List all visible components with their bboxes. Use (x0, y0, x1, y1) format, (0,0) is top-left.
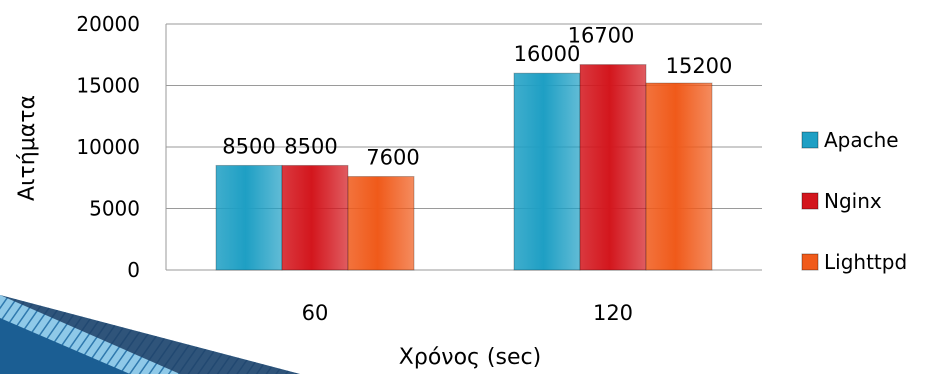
y-tick-label: 15000 (76, 74, 140, 98)
y-tick-label: 20000 (76, 12, 140, 36)
data-label: 16700 (568, 24, 635, 48)
x-tick-label: 120 (593, 301, 633, 325)
bar-lighttpd-120 (645, 82, 713, 271)
data-label: 16000 (514, 42, 581, 66)
bars (215, 64, 713, 271)
bar-lighttpd-60 (347, 176, 415, 271)
bar-nginx-120 (579, 64, 647, 271)
legend-swatch-apache (801, 131, 819, 149)
x-tick-label: 60 (302, 301, 329, 325)
y-tick-label: 10000 (76, 135, 140, 159)
data-label: 15200 (666, 54, 733, 78)
legend-label: Apache (824, 128, 899, 152)
legend: Apache Nginx Lighttpd (801, 128, 907, 274)
data-label: 8500 (284, 134, 337, 158)
legend-swatch-nginx (801, 192, 819, 210)
axes: 0 5000 10000 15000 20000 60 120 (76, 12, 762, 325)
data-label: 7600 (366, 146, 419, 170)
y-tick-label: 5000 (89, 197, 140, 221)
legend-swatch-lighttpd (801, 253, 819, 271)
corner-decoration-icon (0, 295, 300, 374)
y-tick-label: 0 (127, 258, 140, 282)
legend-label: Nginx (824, 189, 882, 213)
legend-label: Lighttpd (824, 250, 907, 274)
bar-apache-60 (215, 164, 283, 271)
bar-apache-120 (513, 72, 581, 271)
data-label: 8500 (222, 134, 275, 158)
x-axis-title: Χρόνος (sec) (399, 345, 541, 370)
bar-nginx-60 (281, 164, 349, 271)
y-axis-title: Αιτήματα (15, 95, 40, 201)
